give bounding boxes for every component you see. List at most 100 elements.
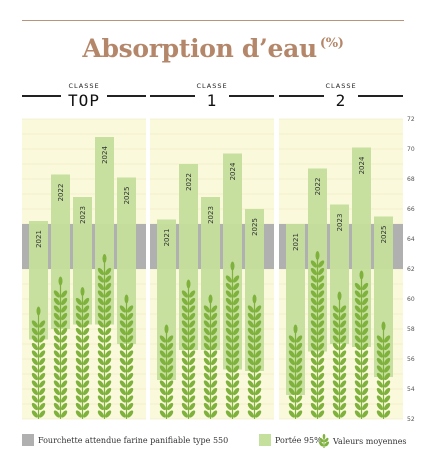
panel-2: 2021 2022 2023 2024 2025: [279, 118, 403, 420]
wheat-grain: [317, 260, 325, 268]
wheat-grain: [188, 335, 196, 343]
wheat-grain: [295, 335, 303, 343]
wheat-grain: [53, 410, 61, 418]
wheat-grain: [97, 327, 105, 336]
wheat-grain: [60, 350, 68, 358]
wheat-grain: [82, 327, 90, 336]
wheat-grain: [225, 387, 233, 396]
year-label: 2021: [35, 230, 43, 248]
wheat-grain: [126, 365, 134, 373]
wheat-grain: [31, 320, 39, 328]
wheat-grain: [126, 357, 134, 366]
wheat-grain: [75, 297, 83, 306]
wheat-grain: [354, 290, 362, 298]
wheat-grain: [332, 305, 340, 313]
wheat-grain: [339, 387, 347, 396]
wheat-grain: [225, 275, 233, 283]
wheat-grain: [376, 365, 384, 373]
y-tick-label: 62: [407, 266, 415, 273]
wheat-grain: [310, 267, 318, 276]
wheat-grain: [361, 335, 369, 343]
wheat-grain: [60, 305, 68, 313]
wheat-grain: [317, 282, 325, 291]
wheat-grain: [317, 350, 325, 358]
wheat-grain: [210, 365, 218, 373]
wheat-grain: [225, 327, 233, 336]
wheat-grain: [376, 410, 384, 418]
wheat-grain-top: [58, 276, 63, 286]
wheat-grain: [332, 372, 340, 381]
wheat-grain: [97, 410, 105, 418]
class-label: CLASSE: [325, 82, 357, 90]
wheat-grain: [31, 387, 39, 396]
wheat-grain: [332, 327, 340, 336]
wheat-grain: [104, 320, 112, 328]
wheat-grain: [31, 357, 39, 366]
wheat-mean-mark: [119, 294, 134, 419]
legend-label: Valeurs moyennes: [333, 436, 407, 446]
wheat-grain: [97, 320, 105, 328]
wheat-grain: [254, 327, 262, 336]
panel-header-1: CLASSE 1: [150, 82, 274, 110]
year-label: 2021: [292, 233, 300, 251]
wheat-grain: [97, 402, 105, 411]
wheat-grain: [247, 342, 255, 351]
wheat-grain: [376, 387, 384, 396]
year-label: 2022: [57, 184, 65, 202]
wheat-grain: [383, 402, 391, 411]
wheat-grain: [188, 357, 196, 366]
wheat-grain: [317, 327, 325, 336]
wheat-grain: [310, 327, 318, 336]
wheat-grain: [361, 387, 369, 396]
legend-item-mean: Valeurs moyennes: [318, 434, 407, 448]
wheat-grain: [332, 402, 340, 411]
wheat-grain: [254, 402, 262, 411]
wheat-grain: [188, 297, 196, 306]
year-label: 2023: [336, 214, 344, 232]
wheat-grain: [53, 305, 61, 313]
wheat-grain: [203, 335, 211, 343]
wheat-grain: [97, 395, 105, 403]
wheat-grain: [82, 350, 90, 358]
wheat-mean-mark: [354, 270, 369, 419]
wheat-grain: [254, 357, 262, 366]
wheat-grain: [203, 357, 211, 366]
wheat-grain: [188, 320, 196, 328]
wheat-grain: [225, 312, 233, 321]
wheat-grain: [310, 342, 318, 351]
wheat-grain: [354, 320, 362, 328]
wheat-grain: [31, 350, 39, 358]
wheat-grain: [210, 380, 218, 388]
header-rule: [229, 95, 274, 97]
wheat-grain: [288, 372, 296, 381]
wheat-grain: [60, 387, 68, 396]
wheat-grain: [288, 335, 296, 343]
year-label: 2025: [380, 226, 388, 244]
wheat-grain: [225, 357, 233, 366]
wheat-grain: [383, 387, 391, 396]
legend-item-range: Portée 95%: [259, 434, 322, 446]
legend-label: Fourchette attendue farine panifiable ty…: [38, 435, 229, 445]
legend-swatch-gray: [22, 434, 34, 446]
legend-label: Portée 95%: [275, 435, 322, 445]
wheat-grain: [126, 380, 134, 388]
title-text: Absorption d’eau: [82, 34, 317, 63]
wheat-grain: [126, 327, 134, 336]
wheat-grain: [104, 395, 112, 403]
wheat-grain: [53, 335, 61, 343]
wheat-grain: [225, 282, 233, 291]
wheat-grain: [339, 372, 347, 381]
wheat-grain: [188, 380, 196, 388]
wheat-grain: [53, 327, 61, 336]
wheat-grain: [225, 380, 233, 388]
wheat-grain: [104, 267, 112, 276]
wheat-grain: [247, 312, 255, 321]
wheat-grain: [126, 342, 134, 351]
wheat-grain: [361, 327, 369, 336]
wheat-grain: [225, 350, 233, 358]
wheat-grain: [119, 342, 127, 351]
wheat-grain: [60, 372, 68, 381]
wheat-grain: [31, 335, 39, 343]
wheat-grain-top: [102, 254, 107, 263]
wheat-grain: [288, 350, 296, 358]
